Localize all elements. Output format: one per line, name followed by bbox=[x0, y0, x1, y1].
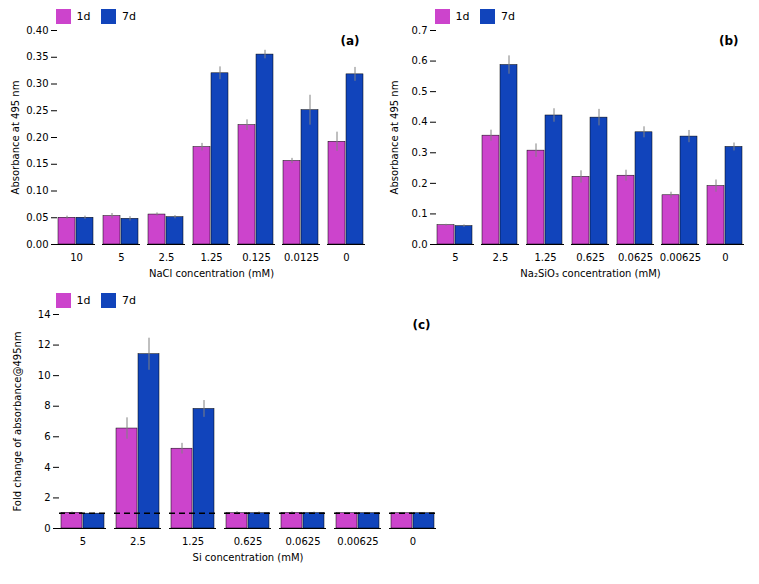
svg-text:0.00: 0.00 bbox=[26, 239, 48, 250]
svg-text:0.05: 0.05 bbox=[26, 212, 48, 223]
svg-text:NaCl concentration (mM): NaCl concentration (mM) bbox=[149, 268, 274, 279]
svg-text:5: 5 bbox=[118, 252, 124, 263]
svg-text:0.0625: 0.0625 bbox=[618, 252, 653, 263]
html-text:1d: 1d bbox=[76, 10, 91, 23]
svg-text:0.20: 0.20 bbox=[26, 132, 48, 143]
svg-text:2.5: 2.5 bbox=[159, 252, 175, 263]
svg-text:0.0125: 0.0125 bbox=[284, 252, 319, 263]
svg-text:0.15: 0.15 bbox=[26, 158, 48, 169]
svg-text:10: 10 bbox=[70, 252, 83, 263]
svg-text:0.00625: 0.00625 bbox=[660, 252, 701, 263]
svg-text:Fold change of absorbance@495n: Fold change of absorbance@495nm bbox=[12, 331, 23, 511]
svg-text:0: 0 bbox=[44, 523, 50, 534]
svg-text:0.30: 0.30 bbox=[26, 78, 48, 89]
svg-text:(c): (c) bbox=[412, 318, 430, 332]
svg-text:4: 4 bbox=[44, 462, 50, 473]
svg-text:(a): (a) bbox=[340, 34, 359, 48]
html-text:7d: 7d bbox=[122, 294, 136, 307]
svg-text:0.35: 0.35 bbox=[26, 51, 48, 62]
svg-text:14: 14 bbox=[38, 309, 51, 320]
svg-text:0.10: 0.10 bbox=[26, 185, 48, 196]
svg-text:0.125: 0.125 bbox=[242, 252, 271, 263]
html-text:1d: 1d bbox=[455, 10, 470, 23]
svg-text:0.5: 0.5 bbox=[412, 86, 428, 97]
html-text:1d: 1d bbox=[76, 294, 91, 307]
svg-text:2: 2 bbox=[44, 492, 50, 503]
svg-text:0.1: 0.1 bbox=[412, 208, 428, 219]
svg-text:0.625: 0.625 bbox=[576, 252, 605, 263]
svg-text:5: 5 bbox=[80, 536, 86, 547]
svg-text:0.40: 0.40 bbox=[26, 25, 48, 36]
svg-text:0: 0 bbox=[410, 536, 416, 547]
svg-text:0: 0 bbox=[722, 252, 728, 263]
svg-text:0.2: 0.2 bbox=[412, 178, 428, 189]
svg-text:0.25: 0.25 bbox=[26, 105, 48, 116]
svg-text:12: 12 bbox=[38, 339, 51, 350]
svg-text:0.3: 0.3 bbox=[412, 147, 428, 158]
svg-text:0.4: 0.4 bbox=[412, 116, 428, 127]
svg-text:0: 0 bbox=[343, 252, 349, 263]
svg-text:1.25: 1.25 bbox=[182, 536, 204, 547]
svg-text:Absorbance at 495 nm: Absorbance at 495 nm bbox=[10, 81, 21, 195]
html-text:7d: 7d bbox=[122, 10, 136, 23]
svg-text:8: 8 bbox=[44, 400, 50, 411]
svg-text:0.625: 0.625 bbox=[234, 536, 263, 547]
svg-text:10: 10 bbox=[38, 370, 51, 381]
svg-text:0.0625: 0.0625 bbox=[286, 536, 321, 547]
svg-text:(b): (b) bbox=[719, 34, 739, 48]
svg-text:0.6: 0.6 bbox=[412, 55, 428, 66]
svg-text:1.25: 1.25 bbox=[534, 252, 556, 263]
svg-text:0.00625: 0.00625 bbox=[337, 536, 378, 547]
svg-text:1.25: 1.25 bbox=[200, 252, 222, 263]
svg-text:6: 6 bbox=[44, 431, 50, 442]
svg-text:2.5: 2.5 bbox=[493, 252, 509, 263]
svg-text:Si concentration (mM): Si concentration (mM) bbox=[193, 552, 304, 563]
svg-text:0.0: 0.0 bbox=[412, 239, 428, 250]
svg-text:5: 5 bbox=[452, 252, 458, 263]
svg-text:Absorbance at 495 nm: Absorbance at 495 nm bbox=[389, 81, 400, 195]
svg-text:0.7: 0.7 bbox=[412, 25, 428, 36]
svg-text:Na₂SiO₃ concentration (mM): Na₂SiO₃ concentration (mM) bbox=[520, 268, 661, 279]
html-text:7d: 7d bbox=[501, 10, 515, 23]
svg-text:2.5: 2.5 bbox=[130, 536, 146, 547]
